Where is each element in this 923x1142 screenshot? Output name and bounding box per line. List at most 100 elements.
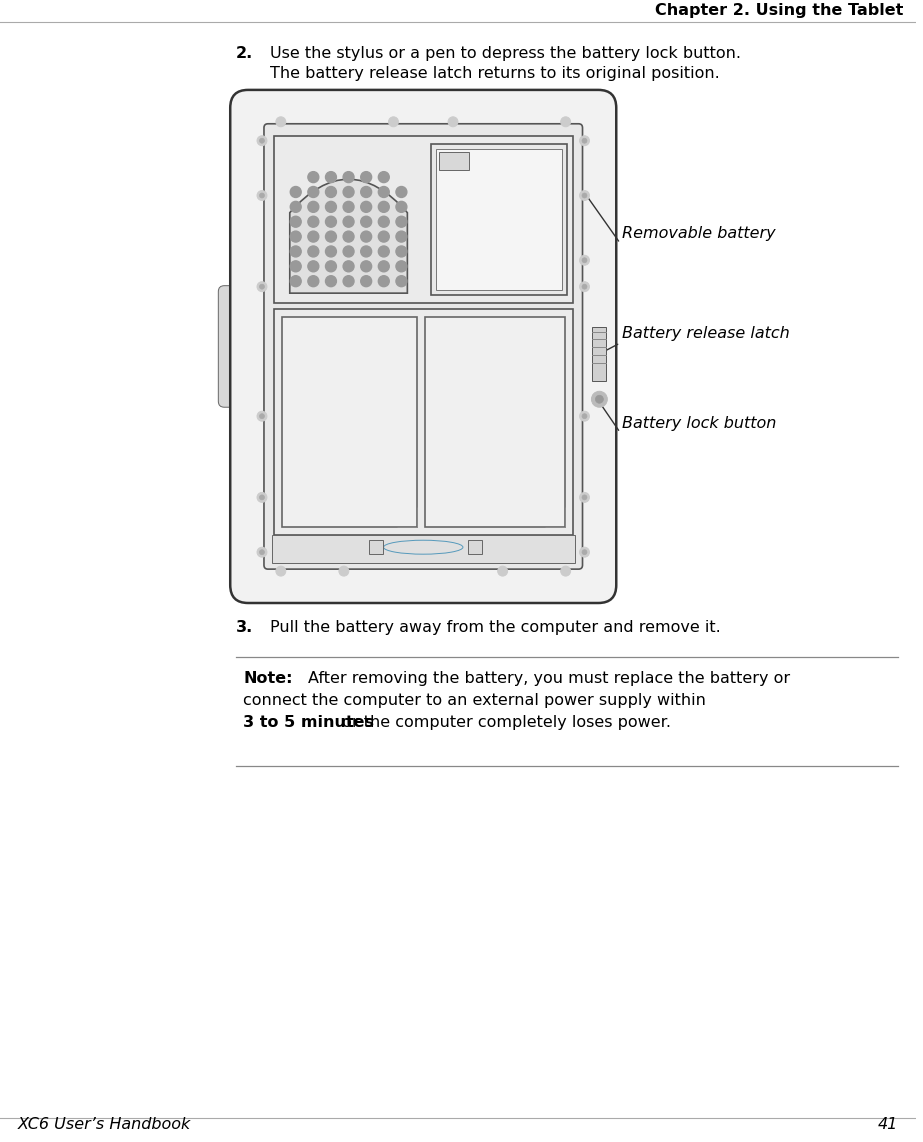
Circle shape (448, 116, 458, 127)
Bar (439, 152, 469, 170)
Bar (368, 540, 382, 554)
Circle shape (339, 566, 349, 576)
Bar (272, 536, 575, 563)
Circle shape (343, 186, 354, 198)
Circle shape (343, 171, 354, 183)
Circle shape (259, 193, 265, 198)
Text: or the computer completely loses power.: or the computer completely loses power. (338, 715, 671, 730)
Circle shape (580, 411, 590, 421)
Circle shape (378, 171, 390, 183)
Text: 3 to 5 minutes: 3 to 5 minutes (243, 715, 374, 730)
Circle shape (343, 275, 354, 287)
PathPatch shape (290, 179, 407, 293)
Circle shape (580, 256, 590, 265)
Text: 2.: 2. (236, 46, 254, 61)
Bar (282, 317, 417, 528)
Circle shape (378, 260, 390, 272)
Circle shape (343, 216, 354, 227)
Circle shape (308, 260, 318, 272)
Bar (274, 136, 572, 303)
Bar (426, 317, 565, 528)
Circle shape (343, 201, 354, 212)
Circle shape (257, 282, 267, 291)
Circle shape (361, 275, 372, 287)
Circle shape (326, 201, 336, 212)
Circle shape (389, 116, 399, 127)
Circle shape (378, 201, 390, 212)
Circle shape (308, 231, 318, 242)
Circle shape (308, 201, 318, 212)
Circle shape (580, 191, 590, 201)
Circle shape (326, 171, 336, 183)
Circle shape (308, 171, 318, 183)
Text: After removing the battery, you must replace the battery or: After removing the battery, you must rep… (307, 670, 790, 685)
Circle shape (326, 216, 336, 227)
Text: Battery release latch: Battery release latch (622, 325, 790, 341)
Circle shape (290, 216, 301, 227)
Bar (468, 540, 482, 554)
Circle shape (308, 246, 318, 257)
Circle shape (396, 216, 407, 227)
Text: 41: 41 (878, 1117, 898, 1132)
Circle shape (396, 260, 407, 272)
Circle shape (290, 201, 301, 212)
Text: 3.: 3. (236, 620, 254, 635)
Circle shape (580, 492, 590, 502)
Circle shape (259, 494, 265, 500)
Circle shape (257, 547, 267, 557)
Circle shape (361, 216, 372, 227)
Circle shape (343, 246, 354, 257)
Bar (593, 327, 606, 381)
Circle shape (582, 284, 587, 289)
Circle shape (290, 260, 301, 272)
Circle shape (378, 275, 390, 287)
Circle shape (560, 116, 570, 127)
Circle shape (257, 136, 267, 146)
FancyBboxPatch shape (219, 286, 250, 408)
Circle shape (290, 275, 301, 287)
Circle shape (595, 395, 604, 403)
Circle shape (259, 413, 265, 419)
Circle shape (580, 136, 590, 146)
Circle shape (396, 231, 407, 242)
Circle shape (396, 246, 407, 257)
Circle shape (326, 246, 336, 257)
Circle shape (592, 392, 607, 408)
Circle shape (308, 216, 318, 227)
Circle shape (361, 201, 372, 212)
Circle shape (361, 171, 372, 183)
Text: Note:: Note: (243, 670, 293, 685)
Circle shape (580, 547, 590, 557)
Text: Battery lock button: Battery lock button (622, 416, 776, 431)
Text: The battery release latch returns to its original position.: The battery release latch returns to its… (270, 66, 720, 81)
Circle shape (396, 201, 407, 212)
Circle shape (257, 411, 267, 421)
Circle shape (257, 191, 267, 201)
Bar (431, 144, 567, 295)
Circle shape (257, 492, 267, 502)
Circle shape (259, 284, 265, 289)
Circle shape (326, 186, 336, 198)
Circle shape (290, 231, 301, 242)
Circle shape (378, 216, 390, 227)
Circle shape (343, 260, 354, 272)
FancyBboxPatch shape (230, 90, 617, 603)
Text: XC6 User’s Handbook: XC6 User’s Handbook (18, 1117, 191, 1132)
Circle shape (308, 275, 318, 287)
Circle shape (290, 186, 301, 198)
Circle shape (276, 116, 286, 127)
Circle shape (582, 138, 587, 143)
Circle shape (378, 246, 390, 257)
Circle shape (259, 549, 265, 555)
Circle shape (396, 275, 407, 287)
Circle shape (580, 282, 590, 291)
Circle shape (378, 231, 390, 242)
Circle shape (582, 413, 587, 419)
Circle shape (361, 186, 372, 198)
Circle shape (361, 260, 372, 272)
Circle shape (308, 186, 318, 198)
Circle shape (361, 246, 372, 257)
Text: Chapter 2. Using the Tablet: Chapter 2. Using the Tablet (654, 3, 903, 18)
Circle shape (290, 246, 301, 257)
Text: Pull the battery away from the computer and remove it.: Pull the battery away from the computer … (270, 620, 721, 635)
